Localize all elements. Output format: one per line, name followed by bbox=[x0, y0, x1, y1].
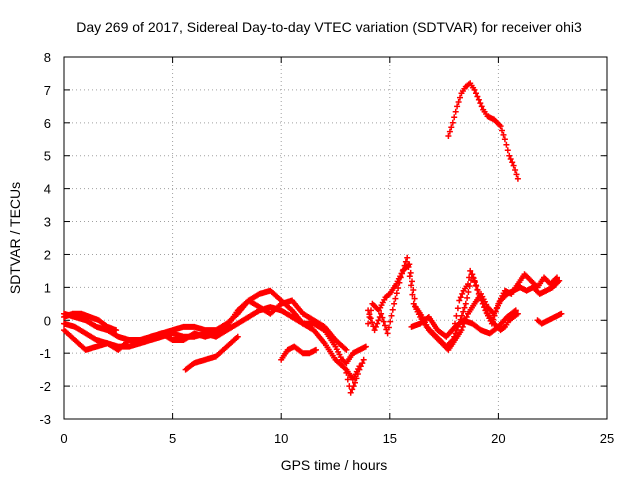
data-point-markers bbox=[61, 310, 120, 334]
y-tick-label: 8 bbox=[44, 50, 51, 65]
data-point-markers bbox=[445, 80, 521, 182]
y-tick-label: 6 bbox=[44, 116, 51, 131]
y-tick-label: 1 bbox=[44, 280, 51, 295]
data-point-markers bbox=[182, 333, 241, 373]
y-tick-label: 0 bbox=[44, 313, 51, 328]
grid bbox=[64, 57, 607, 419]
x-tick-label: 10 bbox=[274, 431, 288, 446]
x-tick-label: 25 bbox=[600, 431, 614, 446]
series-track-d bbox=[61, 310, 120, 334]
series-track-l bbox=[534, 310, 565, 327]
x-axis-ticks: 0 5 10 15 20 25 bbox=[60, 57, 614, 446]
series-track-c bbox=[61, 297, 350, 353]
y-tick-label: -2 bbox=[39, 379, 51, 394]
data-point-markers bbox=[452, 267, 521, 334]
plot-border bbox=[63, 56, 608, 420]
x-axis-label: GPS time / hours bbox=[281, 457, 388, 473]
x-tick-label: 15 bbox=[383, 431, 397, 446]
data-point-markers bbox=[408, 307, 519, 340]
y-tick-label: -1 bbox=[39, 346, 51, 361]
y-axis-ticks: -3 -2 -1 0 1 2 3 4 5 6 7 8 bbox=[39, 50, 607, 427]
data-point-markers bbox=[278, 343, 319, 363]
series-track-i bbox=[365, 254, 560, 350]
series-track-g bbox=[343, 356, 367, 396]
data-point-markers bbox=[365, 254, 560, 350]
x-tick-label: 20 bbox=[491, 431, 505, 446]
data-point-markers bbox=[534, 310, 565, 327]
y-tick-label: -3 bbox=[39, 412, 51, 427]
series-track-j bbox=[408, 307, 519, 340]
y-axis-label: SDTVAR / TECUs bbox=[7, 182, 23, 294]
y-tick-label: 3 bbox=[44, 215, 51, 230]
series-track-f bbox=[278, 343, 319, 363]
y-tick-label: 7 bbox=[44, 83, 51, 98]
data-points bbox=[61, 80, 565, 396]
data-point-markers bbox=[61, 297, 350, 353]
data-point-markers bbox=[343, 356, 367, 396]
series-track-e bbox=[182, 333, 241, 373]
y-tick-label: 4 bbox=[44, 182, 51, 197]
x-tick-label: 5 bbox=[169, 431, 176, 446]
chart-title: Day 269 of 2017, Sidereal Day-to-day VTE… bbox=[76, 19, 582, 35]
x-tick-label: 0 bbox=[60, 431, 67, 446]
series-track-m bbox=[445, 80, 521, 182]
y-tick-label: 5 bbox=[44, 149, 51, 164]
plot-frame bbox=[63, 56, 608, 420]
series-track-k bbox=[452, 267, 521, 334]
y-tick-label: 2 bbox=[44, 247, 51, 262]
